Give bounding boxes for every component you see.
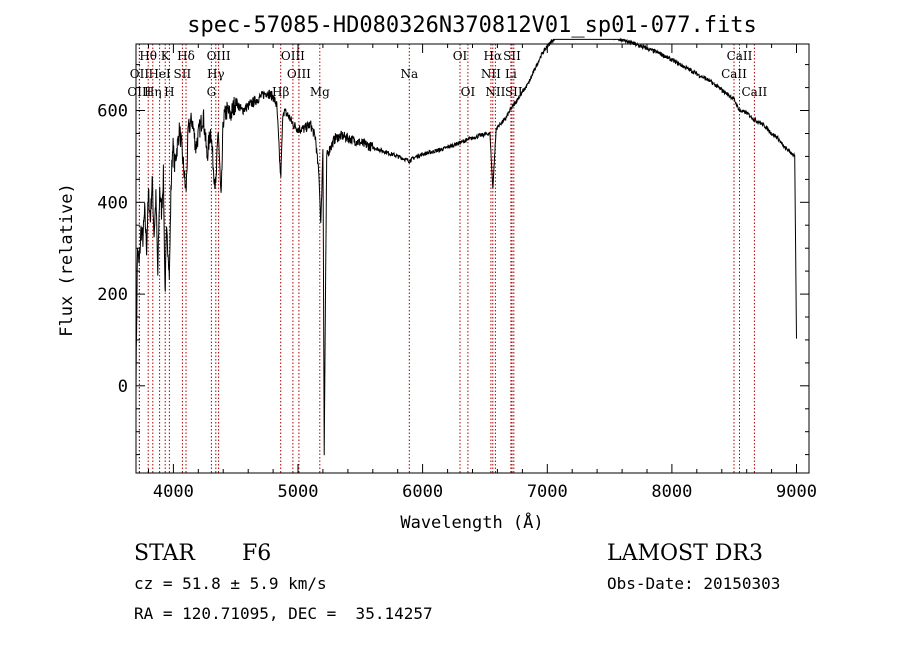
object-subclass: F6 (242, 541, 272, 566)
y-tick-label-1: 200 (97, 285, 128, 305)
survey-name: LAMOST DR3 (607, 541, 763, 566)
chart-title: spec-57085-HD080326N370812V01_sp01-077.f… (187, 13, 757, 38)
line-label-27: CaII (741, 85, 767, 99)
x-axis-label: Wavelength (Å) (400, 511, 543, 533)
spectrum-line (135, 37, 797, 456)
line-label-26: SII (505, 85, 523, 99)
line-label-6: Hα (484, 49, 503, 63)
y-axis-label: Flux (relative) (57, 183, 77, 337)
x-axis-ticks: 4000 5000 6000 7000 8000 9000 (148, 44, 817, 502)
x-tick-label-0: 4000 (153, 482, 194, 502)
plot-frame (135, 43, 810, 474)
y-tick-label-0: 0 (118, 377, 128, 397)
redshift-value: cz = 51.8 ± 5.9 km/s (134, 574, 327, 593)
line-label-11: SII (174, 67, 192, 81)
line-label-0: Hθ (139, 49, 157, 63)
line-label-19: Hη (144, 85, 162, 99)
y-tick-label-3: 600 (97, 102, 128, 122)
line-label-4: OIII (281, 49, 305, 63)
line-label-24: OI (461, 85, 476, 99)
line-label-23: Mg (310, 85, 330, 99)
y-tick-label-2: 400 (97, 193, 128, 213)
spectrum-series (135, 37, 797, 456)
line-label-14: Na (400, 67, 418, 81)
line-label-8: CaII (727, 49, 753, 63)
line-label-20: H (164, 85, 174, 99)
x-tick-label-2: 6000 (402, 482, 443, 502)
line-label-9: OII (130, 67, 150, 81)
object-class: STAR (134, 541, 195, 566)
line-label-21: G (207, 85, 217, 99)
line-label-16: Li (505, 67, 517, 81)
line-label-17: CaII (721, 67, 747, 81)
line-label-5: OI (453, 49, 468, 63)
sky-coordinates: RA = 120.71095, DEC = 35.14257 (134, 604, 433, 623)
line-label-15: NII (481, 67, 501, 81)
x-tick-label-4: 8000 (651, 482, 692, 502)
line-label-12: Hγ (207, 67, 225, 81)
x-tick-label-5: 9000 (776, 482, 817, 502)
line-label-10: HeI (148, 67, 171, 81)
x-tick-label-1: 5000 (278, 482, 319, 502)
y-axis-ticks: 0 200 400 600 (97, 64, 809, 456)
line-label-25: NII (485, 85, 505, 99)
line-label-22: Hβ (272, 85, 289, 99)
observation-date: Obs-Date: 20150303 (607, 574, 781, 593)
line-label-2: Hδ (177, 49, 195, 63)
line-label-3: OIII (207, 49, 231, 63)
line-label-18: OIII (127, 85, 151, 99)
line-label-7: SII (503, 49, 521, 63)
line-label-13: OIII (287, 67, 311, 81)
line-label-1: K (161, 49, 171, 63)
x-tick-label-3: 7000 (527, 482, 568, 502)
